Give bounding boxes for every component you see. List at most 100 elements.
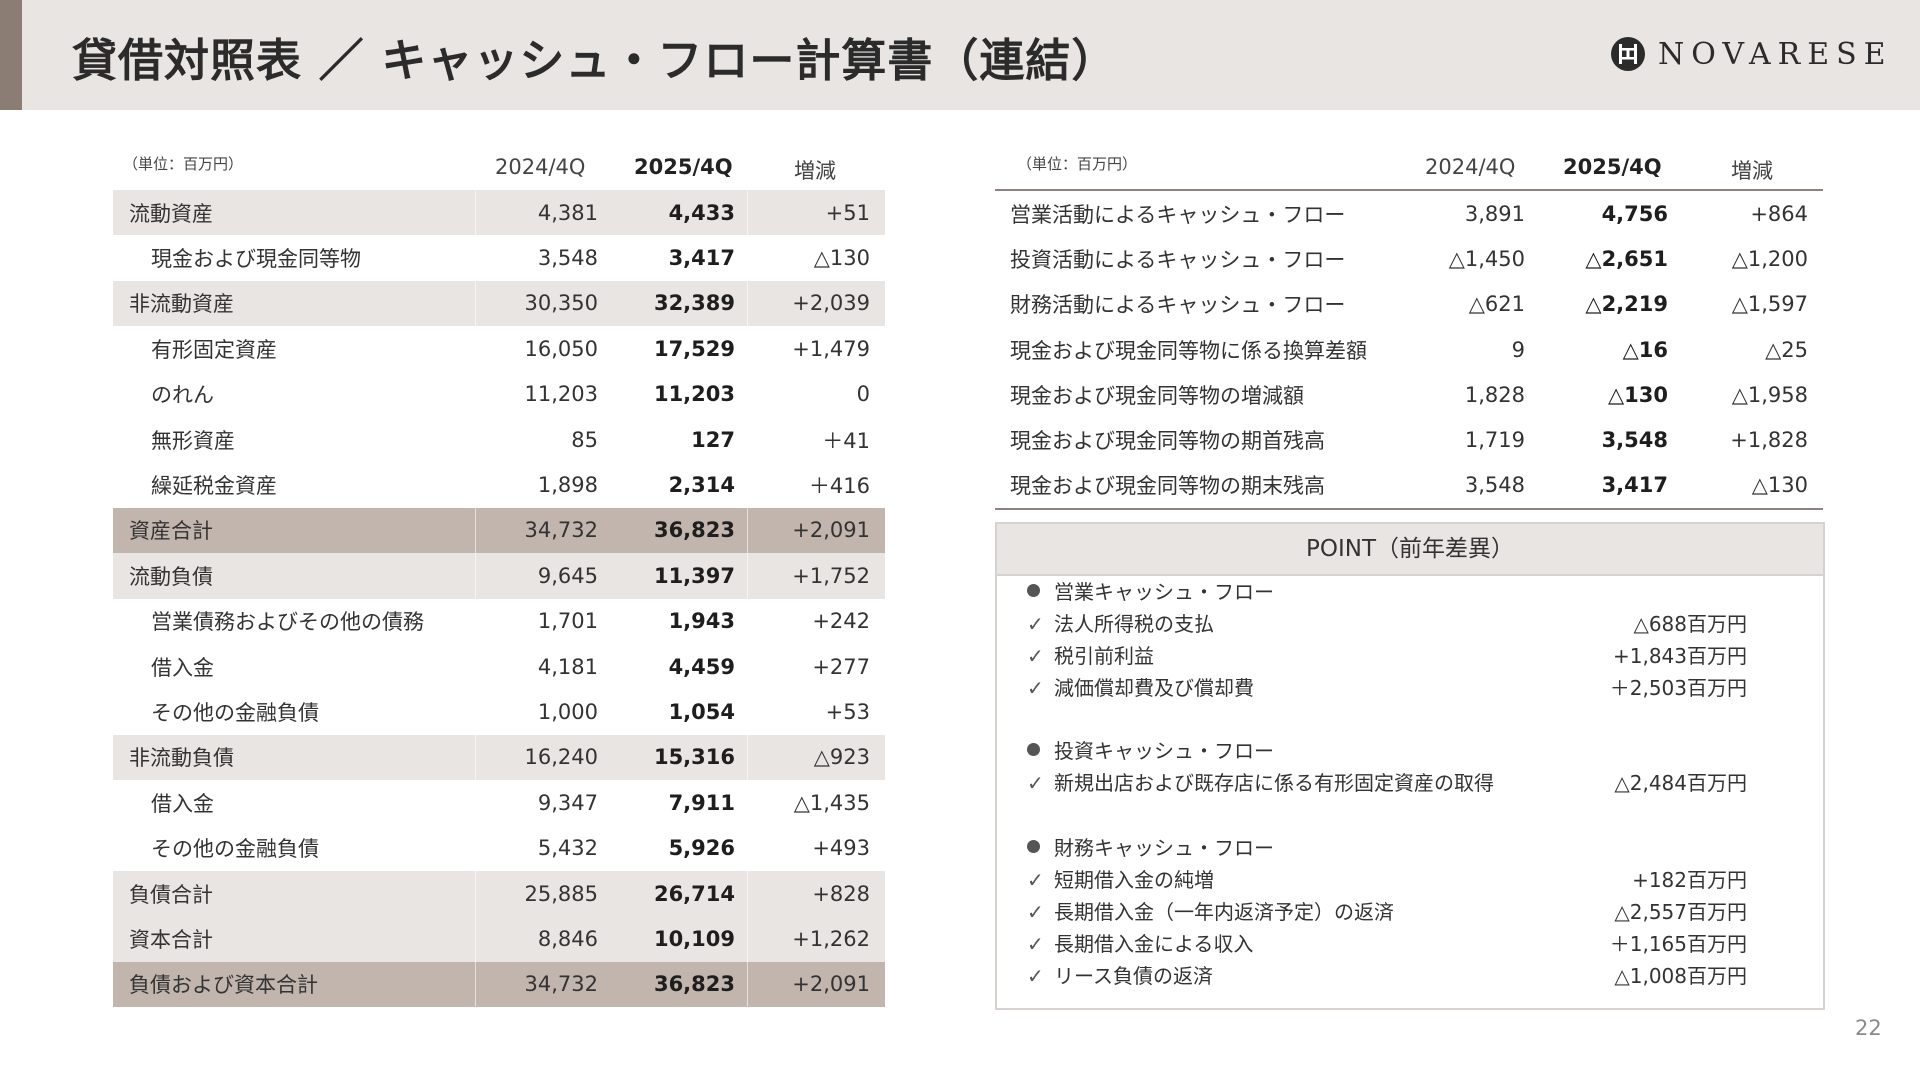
row-label: その他の金融負債 — [151, 837, 319, 862]
value-2024: 9 — [1511, 337, 1525, 362]
table-row: 現金および現金同等物に係る換算差額 9 △16 △25 — [995, 327, 1823, 372]
column-divider — [747, 780, 748, 826]
table-row: のれん 11,203 11,203 0 — [113, 371, 885, 417]
value-diff: ＋416 — [808, 474, 870, 499]
unit-label: （単位：百万円） — [123, 155, 244, 173]
value-2025: 1,054 — [668, 699, 735, 724]
value-diff: △130 — [813, 246, 870, 271]
check-icon: ✓ — [1027, 612, 1044, 636]
table-row: 繰延税金資産 1,898 2,314 ＋416 — [113, 462, 885, 508]
row-label: 営業活動によるキャッシュ・フロー — [1010, 202, 1346, 227]
row-label: 流動資産 — [129, 201, 213, 226]
item-value: △688百万円 — [1633, 612, 1747, 636]
value-2024: 85 — [571, 427, 598, 452]
balance-sheet-body: 流動資産 4,381 4,433 +51 現金および現金同等物 3,548 3,417 △13… — [113, 190, 885, 1008]
check-icon: ✓ — [1027, 644, 1044, 668]
column-divider — [475, 825, 476, 871]
table-row: 現金および現金同等物の期首残高 1,719 3,548 +1,828 — [995, 417, 1823, 462]
header-bar: 貸借対照表 ／ キャッシュ・フロー計算書（連結） NOVARESE — [0, 0, 1920, 110]
value-2024: 3,548 — [537, 246, 598, 271]
value-2025: 26,714 — [653, 881, 735, 906]
row-label: 繰延税金資産 — [151, 474, 277, 499]
section-label: 投資キャッシュ・フロー — [1054, 739, 1274, 763]
cash-flow-body: 営業活動によるキャッシュ・フロー 3,891 4,756 +864 投資活動によるキャッ… — [995, 191, 1823, 508]
value-diff: △130 — [1751, 473, 1808, 498]
bullet-icon — [1027, 840, 1040, 853]
row-label: 負債合計 — [129, 882, 213, 907]
item-label: リース負債の返済 — [1054, 964, 1213, 988]
row-label: のれん — [151, 383, 214, 408]
column-divider — [475, 780, 476, 826]
row-label: 有形固定資産 — [151, 337, 277, 362]
logo-text: NOVARESE — [1658, 36, 1893, 72]
check-icon: ✓ — [1027, 964, 1044, 988]
value-diff: △923 — [813, 745, 870, 770]
value-2025: △2,219 — [1585, 292, 1668, 317]
column-divider — [475, 643, 476, 690]
row-label: 無形資産 — [151, 428, 235, 453]
column-divider — [747, 643, 748, 690]
table-row: 営業活動によるキャッシュ・フロー 3,891 4,756 +864 — [995, 191, 1823, 236]
value-2025: 15,316 — [653, 745, 735, 770]
column-divider — [475, 916, 476, 962]
column-divider — [747, 553, 748, 599]
table-row: 無形資産 85 127 ＋41 — [113, 416, 885, 463]
column-divider — [475, 961, 476, 1008]
value-2024: 30,350 — [524, 291, 598, 316]
value-2024: 5,432 — [537, 836, 598, 861]
column-divider — [475, 507, 476, 554]
value-2025: 4,756 — [1601, 201, 1668, 226]
value-2025: 11,397 — [653, 563, 735, 588]
cash-flow-table: （単位：百万円） 2024/4Q 2025/4Q 増減 営業活動によるキャッシュ… — [995, 145, 1823, 511]
value-2025: 3,417 — [1601, 473, 1668, 498]
point-section-title: 財務キャッシュ・フロー — [1027, 832, 1274, 861]
item-label: 新規出店および既存店に係る有形固定資産の取得 — [1054, 771, 1494, 795]
row-label: 現金および現金同等物の期末残高 — [1010, 474, 1325, 499]
value-2025: 32,389 — [653, 291, 735, 316]
row-label: 借入金 — [151, 791, 214, 816]
column-header-2024: 2024/4Q — [495, 155, 586, 179]
column-divider — [475, 689, 476, 735]
table-row: 非流動資産 30,350 32,389 +2,039 — [113, 280, 885, 327]
row-label: その他の金融負債 — [151, 700, 319, 725]
value-diff: +1,479 — [792, 336, 870, 361]
table-row: 現金および現金同等物 3,548 3,417 △130 — [113, 235, 885, 281]
cash-flow-bottom-rule — [995, 508, 1823, 511]
value-2025: 1,943 — [668, 609, 735, 634]
value-diff: △1,597 — [1731, 292, 1808, 317]
column-divider — [475, 734, 476, 781]
column-divider — [475, 553, 476, 599]
value-2025: △16 — [1622, 337, 1668, 362]
page-number: 22 — [1855, 1016, 1882, 1040]
column-header-2025: 2025/4Q — [1563, 155, 1662, 179]
value-2024: △621 — [1468, 292, 1525, 317]
value-2025: 36,823 — [653, 518, 735, 543]
value-diff: +1,828 — [1730, 428, 1808, 453]
balance-sheet-table: （単位：百万円） 2024/4Q 2025/4Q 増減 流動資産 4,381 4,4… — [113, 145, 885, 1008]
value-2025: 4,459 — [668, 654, 735, 679]
point-item: ✓ 長期借入金（一年内返済予定）の返済 △2,557百万円 — [1027, 896, 1747, 925]
value-2025: 7,911 — [668, 790, 735, 815]
table-row: 有形固定資産 16,050 17,529 +1,479 — [113, 326, 885, 372]
column-divider — [747, 507, 748, 554]
value-diff: ＋41 — [822, 428, 870, 453]
column-divider — [747, 235, 748, 281]
value-2024: 3,548 — [1464, 473, 1525, 498]
item-label: 長期借入金による収入 — [1054, 932, 1254, 956]
column-header-diff: 増減 — [794, 159, 836, 183]
value-2024: 16,050 — [524, 336, 598, 361]
value-diff: +493 — [812, 836, 870, 861]
row-label: 負債および資本合計 — [129, 973, 318, 998]
item-value: +1,843百万円 — [1612, 644, 1747, 668]
unit-label: （単位：百万円） — [1017, 155, 1138, 173]
value-2024: 3,891 — [1464, 201, 1525, 226]
value-2025: 17,529 — [653, 336, 735, 361]
value-diff: +828 — [812, 881, 870, 906]
value-2024: 1,898 — [537, 473, 598, 498]
column-divider — [747, 916, 748, 962]
table-row: 借入金 4,181 4,459 +277 — [113, 643, 885, 690]
row-label: 非流動資産 — [129, 292, 234, 317]
row-label: 現金および現金同等物に係る換算差額 — [1010, 338, 1367, 363]
cash-flow-header: （単位：百万円） 2024/4Q 2025/4Q 増減 — [995, 145, 1823, 191]
value-2025: △2,651 — [1585, 246, 1668, 271]
